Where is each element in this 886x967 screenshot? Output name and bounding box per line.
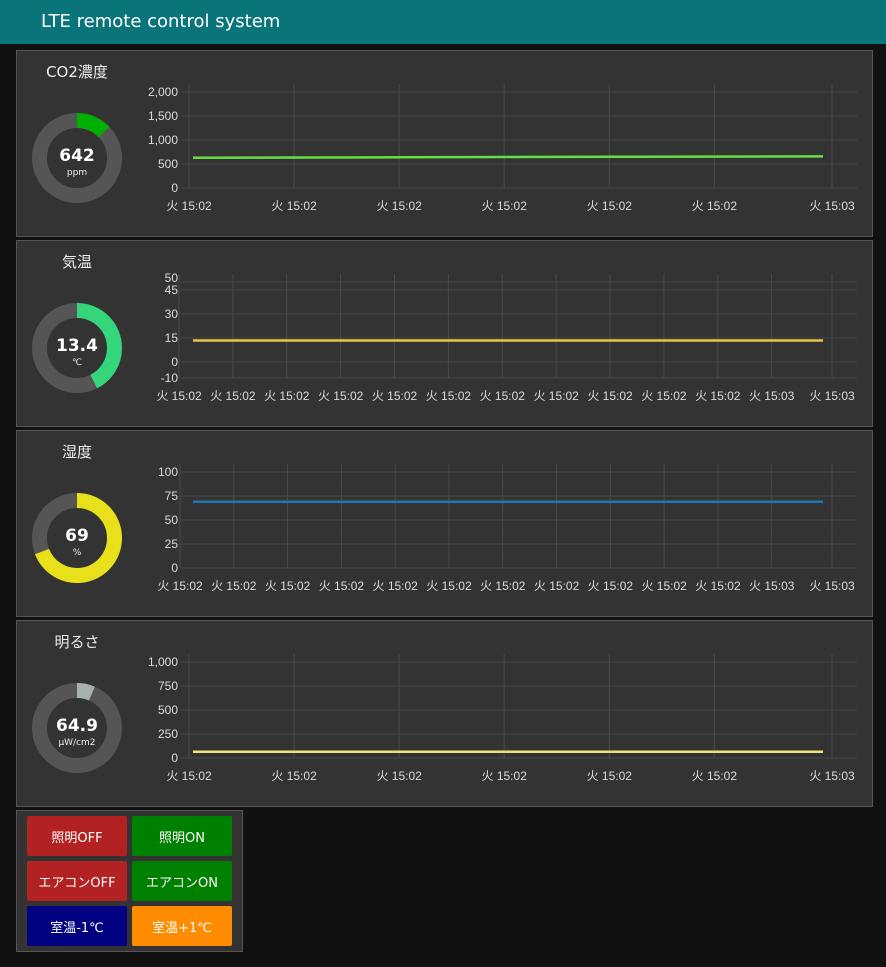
humidity-title: 湿度 [61, 443, 92, 461]
brightness-title: 明るさ [54, 633, 100, 651]
x-tick-label: 火 15:02 [692, 199, 738, 213]
x-tick-label: 火 15:02 [587, 769, 633, 783]
x-tick-label: 火 15:02 [265, 579, 311, 593]
x-tick-label: 火 15:02 [271, 769, 317, 783]
x-tick-label: 火 15:02 [210, 389, 256, 403]
aircon-on-button[interactable]: エアコンON [132, 861, 232, 901]
x-tick-label: 火 15:02 [480, 579, 526, 593]
y-tick-label: 50 [165, 271, 179, 285]
light-off-button[interactable]: 照明OFF [27, 816, 127, 856]
co2-series-line [192, 155, 824, 160]
y-tick-label: 45 [165, 283, 179, 297]
aircon-off-button[interactable]: エアコンOFF [27, 861, 127, 901]
y-tick-label: 25 [165, 537, 179, 551]
brightness-value: 64.9 [56, 716, 98, 736]
x-tick-label: 火 15:03 [809, 389, 855, 403]
x-tick-label: 火 15:02 [695, 579, 741, 593]
x-tick-label: 火 15:02 [426, 389, 472, 403]
y-tick-label: 0 [171, 355, 178, 369]
temperature-value: 13.4 [56, 336, 98, 356]
app-title: LTE remote control system [41, 11, 281, 32]
co2-title: CO2濃度 [46, 63, 108, 81]
gauge-fill [32, 113, 122, 203]
x-tick-label: 火 15:02 [587, 199, 633, 213]
co2-gauge [32, 113, 122, 203]
x-tick-label: 火 15:02 [372, 579, 418, 593]
app-header: LTE remote control system [0, 0, 886, 44]
x-tick-label: 火 15:02 [695, 389, 741, 403]
x-tick-label: 火 15:02 [166, 769, 212, 783]
y-tick-label: 1,000 [148, 655, 178, 669]
temp-down-button[interactable]: 室温-1℃ [27, 906, 127, 946]
y-tick-label: 50 [165, 513, 179, 527]
y-tick-label: 0 [171, 561, 178, 575]
temperature-panel: 気温 13.4 ℃ 火 15:02 火 15:02 火 15:02 火 15:02 火 1… [16, 240, 873, 427]
x-tick-label: 火 15:03 [749, 389, 795, 403]
x-tick-label: 火 15:02 [587, 389, 633, 403]
y-tick-label: 250 [158, 727, 178, 741]
brightness-unit: μW/cm2 [58, 738, 96, 748]
x-tick-label: 火 15:02 [482, 199, 528, 213]
y-tick-label: -10 [161, 371, 179, 385]
gauge-fill [32, 303, 122, 393]
x-tick-label: 火 15:02 [588, 579, 634, 593]
y-tick-label: 0 [171, 751, 178, 765]
humidity-panel: 湿度 69 % 火 15:02 火 15:02 火 15:02 火 15:02 火 15:… [16, 430, 873, 617]
x-tick-label: 火 15:03 [809, 769, 855, 783]
x-tick-label: 火 15:02 [271, 199, 317, 213]
x-tick-label: 火 15:02 [319, 579, 365, 593]
x-tick-label: 火 15:02 [318, 389, 364, 403]
temperature-gauge [32, 303, 122, 393]
brightness-chart: 火 15:02 火 15:02 火 15:02 火 15:02 火 15:02 火 15:… [148, 654, 857, 783]
co2-value: 642 [59, 146, 95, 166]
humidity-gauge [32, 493, 122, 583]
brightness-panel: 明るさ 64.9 μW/cm2 火 15:02 火 15:02 火 15:02 火 15… [16, 620, 873, 807]
co2-unit: ppm [66, 168, 88, 178]
humidity-unit: % [72, 548, 82, 558]
y-tick-label: 750 [158, 679, 178, 693]
x-tick-label: 火 15:02 [480, 389, 526, 403]
gauge-fill [32, 683, 122, 773]
x-tick-label: 火 15:02 [641, 579, 687, 593]
y-tick-label: 2,000 [148, 85, 178, 99]
y-tick-label: 75 [165, 489, 179, 503]
x-tick-label: 火 15:02 [166, 199, 212, 213]
y-tick-label: 1,500 [148, 109, 178, 123]
humidity-value: 69 [65, 526, 89, 546]
co2-chart: 火 15:02 火 15:02 火 15:02 火 15:02 火 15:02 火 15:… [148, 84, 857, 213]
x-tick-label: 火 15:02 [264, 389, 310, 403]
x-tick-label: 火 15:03 [809, 579, 855, 593]
x-tick-label: 火 15:02 [692, 769, 738, 783]
x-tick-label: 火 15:02 [157, 579, 203, 593]
temp-up-button[interactable]: 室温+1℃ [132, 906, 232, 946]
temperature-title: 気温 [61, 253, 92, 271]
y-tick-label: 500 [158, 157, 178, 171]
x-tick-label: 火 15:02 [533, 389, 579, 403]
x-tick-label: 火 15:02 [426, 579, 472, 593]
humidity-chart: 火 15:02 火 15:02 火 15:02 火 15:02 火 15:02 火 15:… [157, 464, 857, 593]
y-tick-label: 1,000 [148, 133, 178, 147]
x-tick-label: 火 15:02 [534, 579, 580, 593]
y-tick-label: 500 [158, 703, 178, 717]
x-tick-label: 火 15:02 [376, 199, 422, 213]
y-tick-label: 0 [171, 181, 178, 195]
control-panel: 照明OFF 照明ON エアコンOFF エアコンON 室温-1℃ 室温+1℃ [16, 810, 243, 952]
x-tick-label: 火 15:02 [156, 389, 202, 403]
gauge-fill [32, 493, 122, 583]
y-tick-label: 30 [165, 307, 179, 321]
x-tick-label: 火 15:03 [749, 579, 795, 593]
x-tick-label: 火 15:02 [372, 389, 418, 403]
x-tick-label: 火 15:02 [376, 769, 422, 783]
temperature-unit: ℃ [71, 358, 83, 368]
light-on-button[interactable]: 照明ON [132, 816, 232, 856]
x-tick-label: 火 15:02 [211, 579, 257, 593]
y-tick-label: 100 [158, 465, 178, 479]
brightness-gauge [32, 683, 122, 773]
x-tick-label: 火 15:03 [809, 199, 855, 213]
y-tick-label: 15 [165, 331, 179, 345]
x-tick-label: 火 15:02 [641, 389, 687, 403]
x-tick-label: 火 15:02 [482, 769, 528, 783]
temperature-chart: 火 15:02 火 15:02 火 15:02 火 15:02 火 15:02 火 15:… [156, 271, 857, 403]
co2-panel: CO2濃度 642 ppm 火 15:02 火 15:02 火 15:02 火 15:0… [16, 50, 873, 237]
